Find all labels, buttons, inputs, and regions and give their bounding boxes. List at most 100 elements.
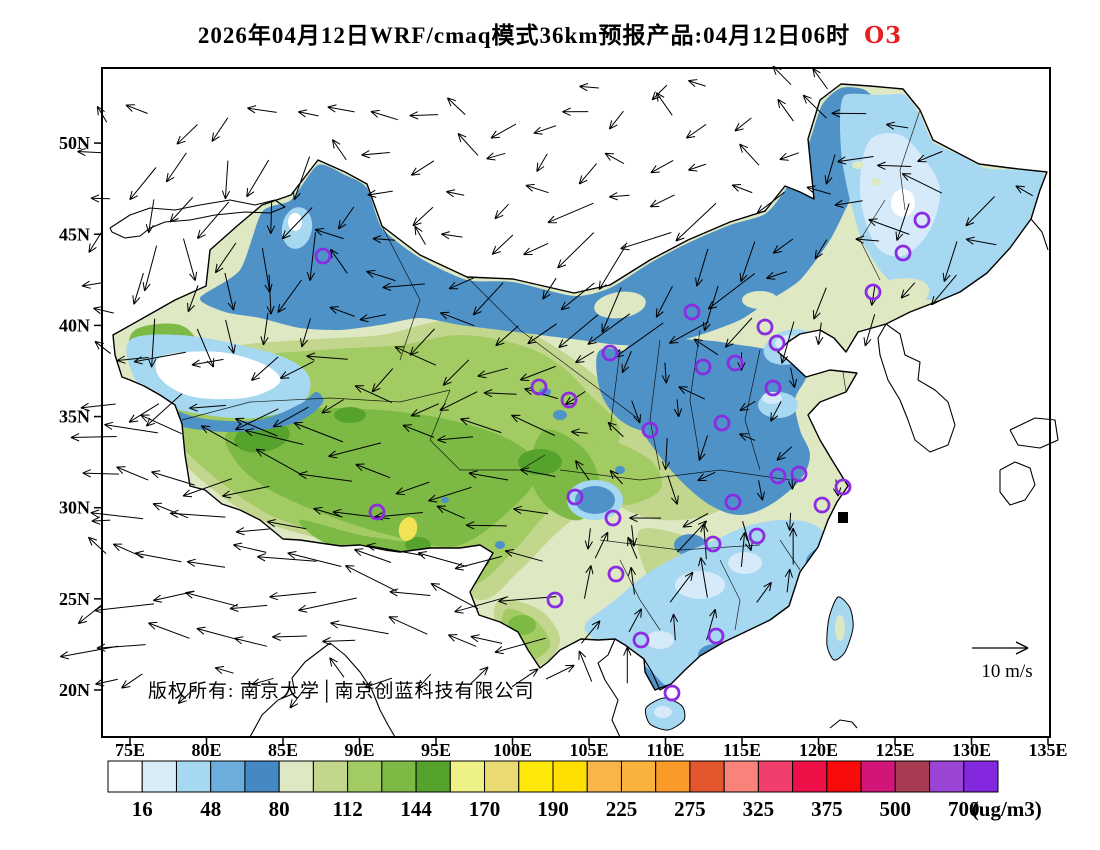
- wind-arrow: [831, 109, 867, 118]
- copyright-text: 版权所有: 南京大学│南京创蓝科技有限公司: [148, 681, 535, 702]
- coastline-outline: [249, 642, 396, 738]
- wind-arrow: [214, 666, 234, 674]
- wind-arrow: [575, 460, 590, 481]
- wind-arrow: [77, 147, 103, 157]
- province-line: [744, 349, 761, 471]
- y-tick-label: 20N: [59, 680, 90, 700]
- wind-arrow: [132, 273, 144, 305]
- wind-arrow: [367, 189, 393, 198]
- wind-arrow: [366, 542, 424, 556]
- wind-arrow: [511, 414, 555, 436]
- wind-arrow: [293, 421, 344, 443]
- wind-arrow: [685, 123, 707, 139]
- colorbar-cell: [210, 760, 246, 793]
- wind-arrow: [578, 163, 597, 185]
- wind-arrow: [675, 202, 717, 242]
- colorbar-cell: [620, 760, 657, 793]
- wind-arrow: [437, 435, 474, 444]
- wind-arrow: [777, 98, 794, 122]
- colorbar-cell: [107, 760, 143, 793]
- wind-arrow: [366, 269, 396, 282]
- wind-arrow: [269, 591, 317, 601]
- colorbar-tick-label: 80: [269, 797, 290, 821]
- wind-arrow: [812, 287, 827, 320]
- colorbar-cell: [278, 760, 314, 793]
- wind-arrow: [142, 245, 158, 292]
- wind-arrow: [942, 241, 958, 283]
- x-tick-label: 120E: [799, 740, 838, 760]
- wind-arrow: [734, 117, 752, 132]
- taiwan-inner: [835, 615, 845, 641]
- wind-arrow: [594, 531, 609, 559]
- city-station-circle: [566, 488, 584, 506]
- wind-arrow: [784, 568, 793, 593]
- wind-arrow: [287, 551, 342, 567]
- wind-arrow: [465, 521, 507, 530]
- wind-arrow: [81, 280, 103, 289]
- wind-arrow: [604, 152, 625, 165]
- city-station-circle: [704, 535, 722, 553]
- wind-arrow: [669, 571, 694, 603]
- city-station-circle: [790, 465, 808, 483]
- wind-arrow: [165, 152, 187, 183]
- wind-arrow: [332, 139, 347, 161]
- wind-arrow: [495, 325, 519, 347]
- wind-arrow: [306, 352, 348, 361]
- wind-arrow: [177, 686, 197, 704]
- wind-arrow: [448, 277, 475, 290]
- wind-arrow: [95, 678, 118, 687]
- wind-arrow: [345, 565, 397, 592]
- wind-arrow: [739, 532, 748, 567]
- wind-arrow: [570, 428, 588, 437]
- wind-arrow: [314, 228, 344, 240]
- colorbar-cell: [723, 760, 759, 793]
- wind-arrow: [200, 425, 238, 447]
- wind-arrow: [266, 200, 276, 235]
- colorbar-cell: [347, 760, 383, 793]
- wind-arrow: [364, 677, 393, 689]
- coastline-outline: [597, 638, 621, 738]
- colorbar-tick-label: 375: [811, 797, 843, 821]
- wind-arrow: [224, 272, 236, 311]
- dark-green-core: [334, 407, 366, 423]
- wind-scale-label: 10 m/s: [981, 661, 1033, 682]
- cream-dot: [742, 291, 778, 309]
- city-station-circle: [368, 503, 386, 521]
- wind-arrow: [627, 566, 637, 595]
- wind-arrow: [96, 643, 146, 652]
- colorbar-tick-label: 700: [948, 797, 980, 821]
- colorbar-tick-label: 190: [537, 797, 569, 821]
- pollutant-label: O3: [864, 22, 903, 49]
- wind-arrow: [184, 590, 238, 607]
- colorbar-cell: [141, 760, 177, 793]
- green-yunnan-spot: [508, 615, 536, 635]
- wind-arrow: [128, 403, 160, 423]
- city-station-circle: [724, 493, 742, 511]
- wind-arrow: [300, 318, 311, 348]
- wind-arrow: [412, 206, 434, 227]
- wind-arrow: [298, 109, 319, 118]
- city-station-circle: [913, 211, 931, 229]
- wind-arrow: [229, 603, 268, 612]
- wind-arrow: [88, 232, 102, 253]
- wind-arrow: [649, 194, 675, 208]
- wind-arrow: [533, 125, 557, 135]
- wind-arrow: [895, 203, 910, 241]
- wind-arrow: [454, 555, 503, 571]
- y-tick-label: 45N: [59, 224, 90, 244]
- wind-arrow: [182, 478, 232, 498]
- wind-arrow: [321, 399, 344, 414]
- colorbar-tick-label: 500: [880, 797, 912, 821]
- wind-arrow: [457, 133, 479, 156]
- wind-arrow: [494, 203, 509, 220]
- wind-arrow: [837, 156, 874, 165]
- wind-arrow: [293, 156, 311, 201]
- wind-arrow: [87, 536, 107, 554]
- wind-arrow: [812, 67, 828, 90]
- cream-dot: [871, 178, 881, 186]
- wind-arrow: [519, 365, 556, 381]
- wind-arrow: [94, 603, 155, 614]
- wind-arrow: [372, 235, 396, 244]
- wind-arrow: [183, 238, 198, 282]
